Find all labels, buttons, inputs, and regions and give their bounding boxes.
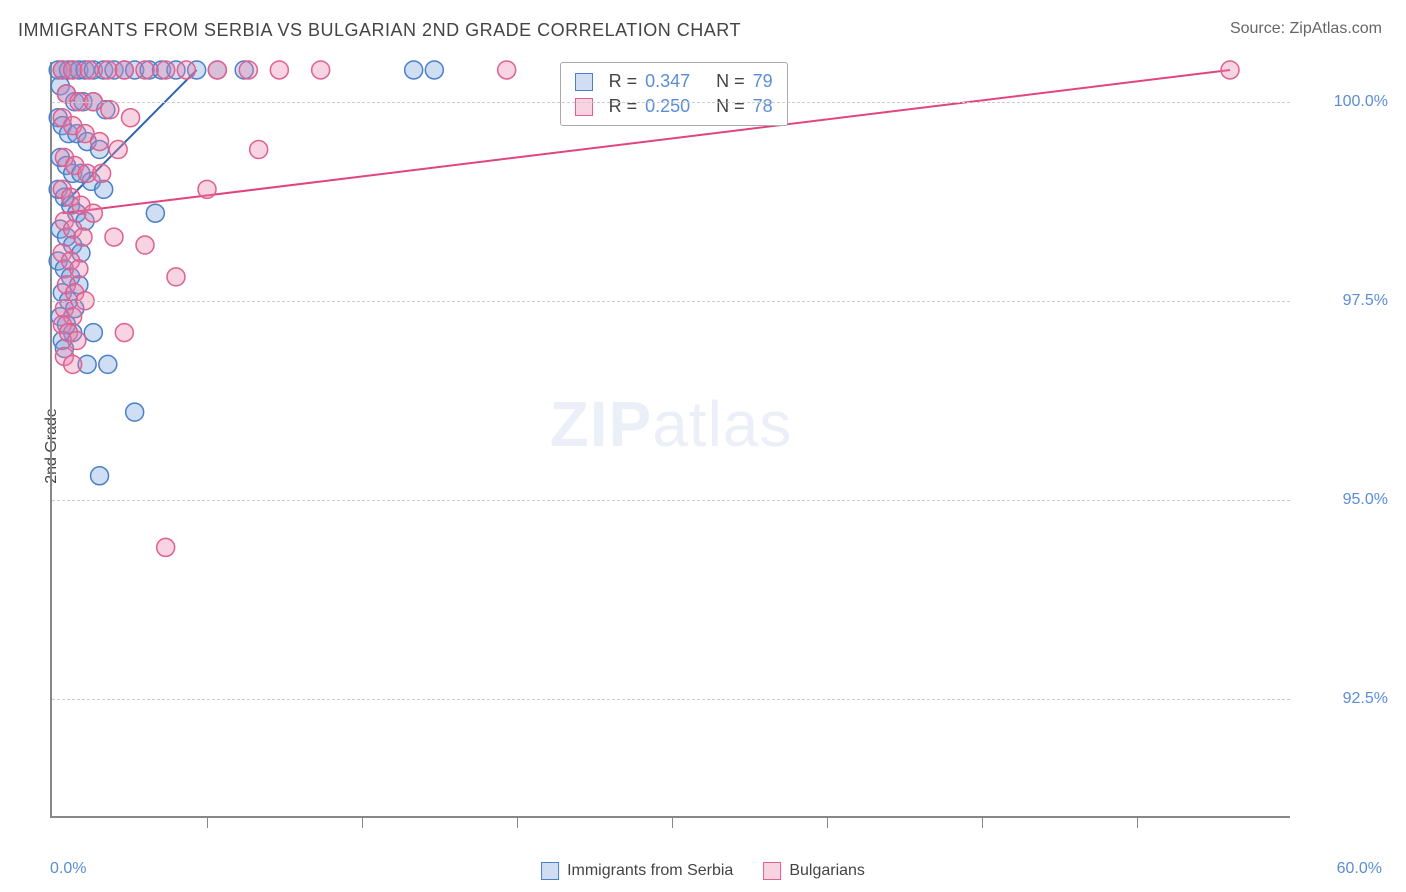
chart-title: IMMIGRANTS FROM SERBIA VS BULGARIAN 2ND … — [18, 20, 741, 41]
rn-r-val-1: 0.347 — [645, 71, 690, 92]
y-tick-label: 100.0% — [1334, 93, 1388, 111]
plot-area: ZIPatlas R = 0.347 N = 79 R = 0.250 N = … — [50, 62, 1290, 818]
data-point — [99, 355, 117, 373]
data-point — [91, 133, 109, 151]
data-point — [157, 538, 175, 556]
gridline-h — [52, 500, 1290, 501]
bottom-legend: Immigrants from Serbia Bulgarians — [541, 862, 865, 880]
x-tick — [1137, 816, 1138, 828]
rn-n-val-1: 79 — [753, 71, 773, 92]
data-point — [70, 260, 88, 278]
y-tick-label: 95.0% — [1343, 491, 1388, 509]
legend-swatch-1 — [541, 862, 559, 880]
y-tick-label: 92.5% — [1343, 690, 1388, 708]
x-tick — [362, 816, 363, 828]
data-point — [270, 61, 288, 79]
rn-n-label-2: N = — [716, 96, 745, 117]
data-point — [91, 467, 109, 485]
data-point — [99, 61, 117, 79]
data-point — [93, 164, 111, 182]
data-point — [64, 355, 82, 373]
data-point — [312, 61, 330, 79]
legend-item-2: Bulgarians — [763, 862, 865, 880]
data-point — [68, 332, 86, 350]
x-tick — [207, 816, 208, 828]
legend-swatch-2 — [763, 862, 781, 880]
data-point — [208, 61, 226, 79]
data-point — [157, 61, 175, 79]
x-min-label: 0.0% — [50, 860, 86, 878]
data-point — [122, 109, 140, 127]
data-point — [146, 204, 164, 222]
rn-r-label-1: R = — [609, 71, 638, 92]
data-point — [136, 236, 154, 254]
legend-label-1: Immigrants from Serbia — [567, 862, 733, 879]
data-point — [84, 324, 102, 342]
data-point — [74, 228, 92, 246]
data-point — [1221, 61, 1239, 79]
data-point — [177, 61, 195, 79]
data-point — [105, 228, 123, 246]
gridline-h — [52, 301, 1290, 302]
rn-n-val-2: 78 — [753, 96, 773, 117]
gridline-h — [52, 699, 1290, 700]
data-point — [115, 324, 133, 342]
x-tick — [982, 816, 983, 828]
rn-swatch-2 — [575, 98, 593, 116]
data-point — [198, 180, 216, 198]
rn-r-val-2: 0.250 — [645, 96, 690, 117]
rn-legend: R = 0.347 N = 79 R = 0.250 N = 78 — [560, 62, 788, 126]
legend-label-2: Bulgarians — [789, 862, 865, 879]
data-point — [84, 204, 102, 222]
data-point — [250, 141, 268, 159]
x-tick — [827, 816, 828, 828]
legend-item-1: Immigrants from Serbia — [541, 862, 733, 880]
data-point — [136, 61, 154, 79]
data-point — [239, 61, 257, 79]
data-point — [95, 180, 113, 198]
data-point — [64, 61, 82, 79]
rn-r-label-2: R = — [609, 96, 638, 117]
data-point — [405, 61, 423, 79]
data-point — [109, 141, 127, 159]
data-point — [167, 268, 185, 286]
data-point — [126, 403, 144, 421]
gridline-h — [52, 102, 1290, 103]
x-tick — [517, 816, 518, 828]
data-point — [425, 61, 443, 79]
rn-swatch-1 — [575, 73, 593, 91]
data-point — [115, 61, 133, 79]
y-tick-label: 97.5% — [1343, 292, 1388, 310]
rn-row-2: R = 0.250 N = 78 — [575, 94, 773, 119]
rn-n-label-1: N = — [716, 71, 745, 92]
x-max-label: 60.0% — [1337, 860, 1382, 878]
data-point — [80, 61, 98, 79]
x-tick — [672, 816, 673, 828]
data-point — [498, 61, 516, 79]
chart-svg — [52, 62, 1290, 816]
source-label: Source: ZipAtlas.com — [1230, 20, 1382, 38]
data-point — [101, 101, 119, 119]
rn-row-1: R = 0.347 N = 79 — [575, 69, 773, 94]
